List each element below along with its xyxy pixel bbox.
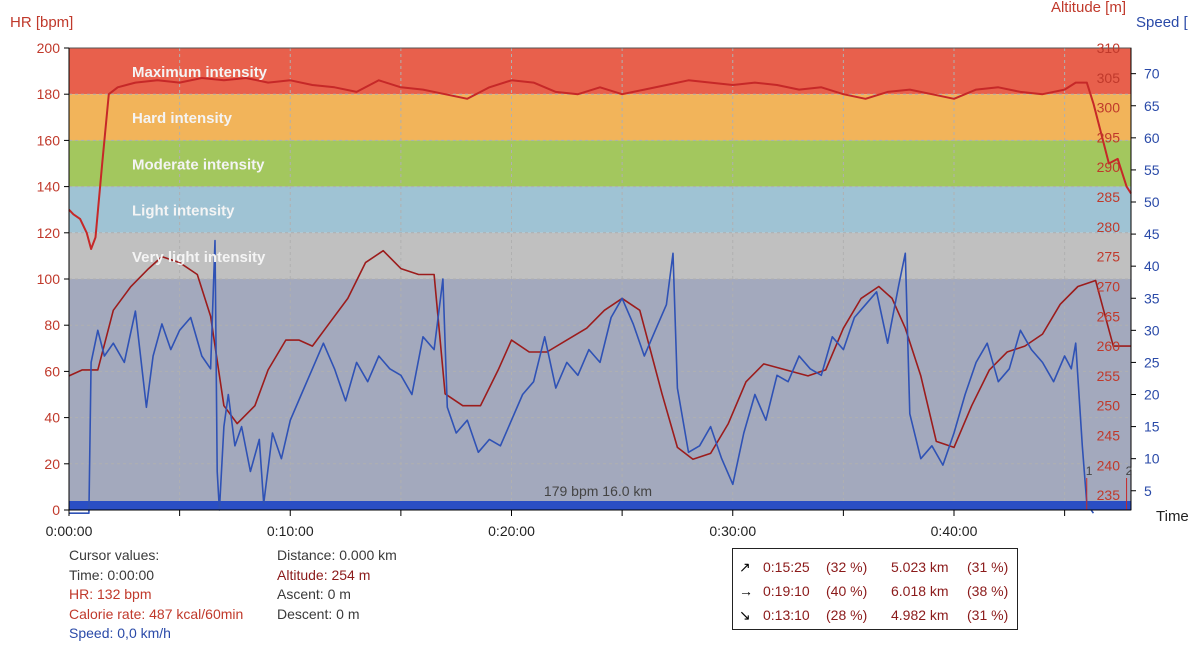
stat-time: 0:15:25 [763,559,810,575]
hr-tick-label: 200 [37,40,61,56]
hr-tick-label: 100 [37,271,61,287]
stat-time-pct: (40 %) [826,583,868,599]
cursor-speed: Speed: 0,0 km/h [69,625,171,641]
altitude-tick-label: 280 [1097,219,1121,235]
altitude-tick-label: 260 [1097,338,1121,354]
cursor-values-heading: Cursor values: [69,547,160,563]
cursor-hr: HR: 132 bpm [69,586,152,602]
lap-label: 1 [1086,464,1093,478]
speed-tick-label: 40 [1144,258,1160,274]
series-line-speed [69,239,1095,515]
hr-axis-label: HR [bpm] [10,14,73,31]
axes [64,47,1136,516]
time-tick-label: 0:10:00 [267,523,314,539]
speed-tick-label: 15 [1144,419,1160,435]
time-axis-label: Time [1156,508,1189,525]
speed-tick-label: 45 [1144,226,1160,242]
speed-tick-label: 30 [1144,322,1160,338]
stat-time-pct: (32 %) [826,559,868,575]
altitude-tick-label: 285 [1097,189,1121,205]
altitude-tick-label: 265 [1097,308,1121,324]
speed-tick-label: 55 [1144,162,1160,178]
altitude-tick-label: 295 [1097,129,1121,145]
stat-time-pct: (28 %) [826,607,868,623]
altitude-tick-label: 240 [1097,457,1121,473]
hr-tick-label: 60 [44,363,60,379]
hr-tick-label: 140 [37,179,61,195]
cursor-time: Time: 0:00:00 [69,566,155,583]
speed-tick-label: 50 [1144,194,1160,210]
flat-arrow-icon: → [739,583,753,599]
lap-label: 2 [1126,464,1133,478]
zone-label: Moderate intensity [132,156,265,173]
cursor-distance: Distance: 0.000 km [277,547,397,563]
zone-band [69,279,1131,510]
stat-distance: 4.982 km [891,607,949,623]
hr-tick-label: 180 [37,86,61,102]
zone-label: Maximum intensity [132,64,268,81]
time-tick-label: 0:30:00 [709,523,756,539]
time-tick-label: 0:20:00 [488,523,535,539]
cursor-ascent: Ascent: 0 m [277,586,351,602]
hr-tick-label: 80 [44,317,60,333]
ascent-flat-descent-summary: ↗ 0:15:25 (32 %) 5.023 km (31 %) → 0:19:… [732,548,1018,630]
labels: Maximum intensity Hard intensity Moderate … [10,0,1189,539]
stat-distance-pct: (31 %) [967,607,1009,623]
hr-tick-label: 120 [37,225,61,241]
stat-time: 0:19:10 [763,583,810,599]
altitude-axis-label: Altitude [m] [1051,0,1126,16]
altitude-tick-label: 235 [1097,487,1121,503]
altitude-tick-label: 275 [1097,249,1121,265]
cursor-values-panel-2: Distance: 0.000 km Altitude: 254 m Ascen… [277,546,397,624]
altitude-tick-label: 245 [1097,427,1121,443]
speed-axis-label: Speed [ [1136,14,1189,31]
time-tick-label: 0:00:00 [46,523,93,539]
altitude-tick-label: 290 [1097,159,1121,175]
cursor-altitude: Altitude: 254 m [277,566,371,583]
speed-tick-label: 25 [1144,354,1160,370]
hr-tick-label: 40 [44,410,60,426]
altitude-tick-label: 270 [1097,278,1121,294]
marker-text: 179 bpm 16.0 km [544,483,652,499]
cursor-values-panel: Cursor values: Time: 0:00:00 HR: 132 bpm… [69,546,243,644]
ascent-arrow-icon: ↗ [739,559,751,575]
altitude-tick-label: 300 [1097,100,1121,116]
stat-distance-pct: (31 %) [967,559,1009,575]
speed-tick-label: 35 [1144,290,1160,306]
descent-arrow-icon: ↘ [739,607,751,623]
cursor-calorie-rate: Calorie rate: 487 kcal/60min [69,605,244,622]
hr-tick-label: 20 [44,456,60,472]
stat-time: 0:13:10 [763,607,810,623]
altitude-tick-label: 250 [1097,398,1121,414]
speed-tick-label: 65 [1144,98,1160,114]
speed-tick-label: 60 [1144,130,1160,146]
stat-distance-pct: (38 %) [967,583,1009,599]
altitude-tick-label: 310 [1097,40,1121,56]
speed-tick-label: 70 [1144,66,1160,82]
hr-tick-label: 160 [37,132,61,148]
chart: Maximum intensity Hard intensity Moderate … [10,0,1189,539]
grid [69,48,1131,510]
series-line-altitude [68,249,1131,461]
altitude-tick-label: 255 [1097,368,1121,384]
series [68,77,1132,515]
stat-row-flat: → 0:19:10 (40 %) 6.018 km (38 %) [733,583,1017,603]
stat-row-descent: ↘ 0:13:10 (28 %) 4.982 km (31 %) [733,607,1017,627]
stat-distance: 5.023 km [891,559,949,575]
speed-tick-label: 10 [1144,451,1160,467]
series-line-hr [68,77,1132,250]
time-tick-label: 0:40:00 [931,523,978,539]
cursor-descent: Descent: 0 m [277,605,360,622]
zone-label: Very light intensity [132,249,266,266]
altitude-tick-label: 305 [1097,70,1121,86]
zone-label: Hard intensity [132,110,233,127]
stat-row-ascent: ↗ 0:15:25 (32 %) 5.023 km (31 %) [733,559,1017,579]
hr-tick-label: 0 [52,502,60,518]
speed-tick-label: 20 [1144,387,1160,403]
distance-bar [69,501,1131,510]
stat-distance: 6.018 km [891,583,949,599]
speed-tick-label: 5 [1144,483,1152,499]
zone-label: Light intensity [132,203,235,220]
